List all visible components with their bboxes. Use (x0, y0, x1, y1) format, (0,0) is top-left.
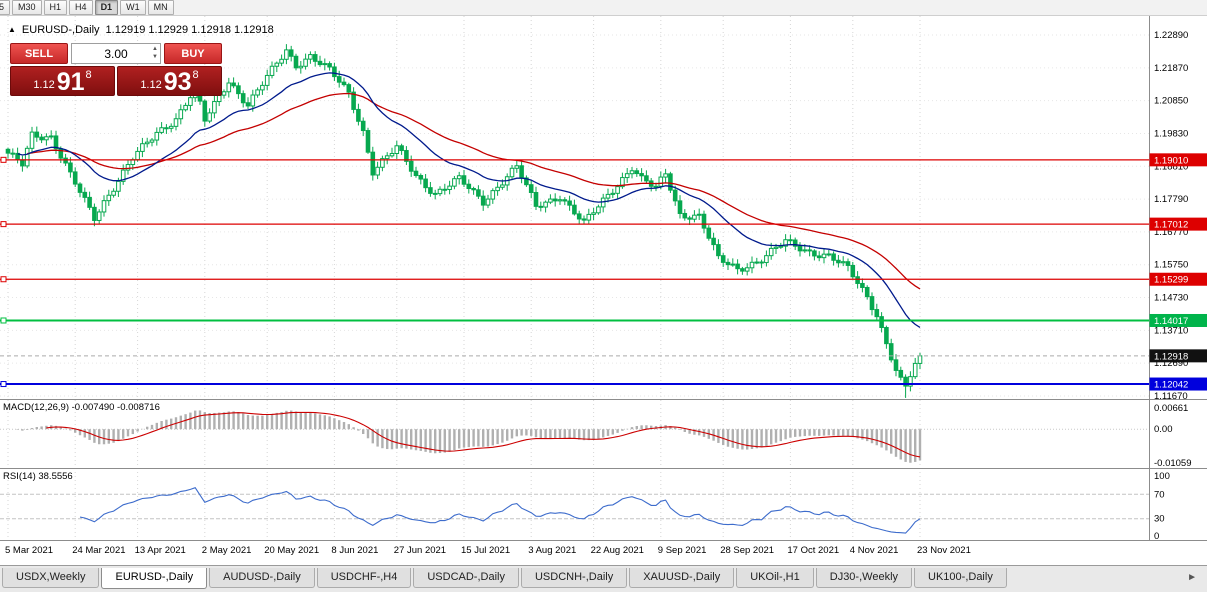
price-tag-label: 1.15299 (1154, 275, 1188, 286)
date-axis-label: 9 Sep 2021 (658, 545, 707, 556)
bid-price-big: 91 (56, 68, 85, 96)
price-axis-label: 1.21870 (1154, 63, 1188, 74)
buy-button[interactable]: BUY (164, 43, 222, 64)
bid-price-display[interactable]: 1.12 91 8 (10, 66, 115, 96)
price-tag-label: 1.17012 (1154, 220, 1188, 231)
timeframe-button-m5[interactable]: 5 (0, 0, 11, 15)
timeframe-button-m30[interactable]: M30 (12, 0, 42, 15)
macd-axis-label: -0.01059 (1154, 458, 1192, 469)
price-axis: 1.22890 1.21870 1.20850 1.19830 1.18810 1.177… (1149, 30, 1207, 542)
price-chart-canvas[interactable]: MACD(12,26,9) -0.007490 -0.008716 RSI(14)… (0, 16, 1207, 565)
chart-title-icon: ▲ (8, 25, 16, 34)
rsi-axis-label: 0 (1154, 531, 1159, 542)
price-axis-label: 1.17790 (1154, 194, 1188, 205)
volume-field[interactable]: 3.00 ▲ ▼ (71, 43, 161, 64)
date-axis-label: 4 Nov 2021 (850, 545, 899, 556)
tab-xauusd-daily[interactable]: XAUUSD-,Daily (629, 568, 735, 588)
price-axis-label: 1.12690 (1154, 358, 1188, 369)
date-axis-label: 17 Oct 2021 (787, 545, 839, 556)
tab-usdx-weekly[interactable]: USDX,Weekly (2, 568, 100, 588)
rsi-axis-label: 70 (1154, 489, 1165, 500)
chart-area: MACD(12,26,9) -0.007490 -0.008716 RSI(14)… (0, 16, 1207, 565)
price-axis-label: 1.13710 (1154, 325, 1188, 336)
rsi-pane: RSI(14) 38.5556 (0, 471, 1150, 534)
main-price-pane (0, 44, 1150, 398)
price-axis-label: 1.19830 (1154, 128, 1188, 139)
ask-price-big: 93 (163, 68, 192, 96)
timeframe-button-mn[interactable]: MN (147, 0, 174, 15)
one-click-trading-panel: SELL 3.00 ▲ ▼ BUY 1.12 91 8 1.12 (10, 43, 222, 96)
price-axis-label: 1.11670 (1154, 391, 1188, 402)
stepper-up-icon[interactable]: ▲ (152, 46, 158, 52)
ask-price-prefix: 1.12 (140, 79, 162, 91)
date-axis-label: 15 Jul 2021 (461, 545, 510, 556)
price-axis-label: 1.14730 (1154, 293, 1188, 304)
symbol-tab-bar: USDX,Weekly EURUSD-,Daily AUDUSD-,Daily … (0, 565, 1207, 592)
tab-audusd-daily[interactable]: AUDUSD-,Daily (209, 568, 315, 588)
tab-eurusd-daily[interactable]: EURUSD-,Daily (101, 568, 208, 589)
chart-title: ▲ EURUSD-,Daily 1.12919 1.12929 1.12918 … (8, 24, 274, 36)
date-axis-label: 3 Aug 2021 (528, 545, 576, 556)
ask-price-pip: 8 (192, 69, 199, 81)
rsi-panel-label: RSI(14) 38.5556 (3, 471, 73, 482)
stepper-down-icon[interactable]: ▼ (152, 54, 158, 60)
tab-usdcad-daily[interactable]: USDCAD-,Daily (413, 568, 519, 588)
date-axis: 5 Mar 2021 24 Mar 2021 13 Apr 2021 2 May 20… (5, 545, 971, 556)
volume-value: 3.00 (104, 46, 128, 61)
price-axis-label: 1.15750 (1154, 260, 1188, 271)
chart-title-quotes: 1.12919 1.12929 1.12918 1.12918 (105, 24, 274, 36)
timeframe-button-d1[interactable]: D1 (94, 0, 119, 15)
price-axis-label: 1.22890 (1154, 30, 1188, 41)
date-axis-label: 13 Apr 2021 (135, 545, 186, 556)
date-axis-label: 24 Mar 2021 (72, 545, 125, 556)
price-tag-label: 1.12042 (1154, 380, 1188, 391)
price-axis-label: 1.16770 (1154, 227, 1188, 238)
date-axis-label: 22 Aug 2021 (591, 545, 644, 556)
sell-button[interactable]: SELL (10, 43, 68, 64)
date-axis-label: 28 Sep 2021 (720, 545, 774, 556)
tab-dj30-weekly[interactable]: DJ30-,Weekly (815, 568, 913, 588)
macd-panel-label: MACD(12,26,9) -0.007490 -0.008716 (3, 402, 160, 413)
macd-axis-label: 0.00 (1154, 424, 1173, 435)
tab-ukoil-h1[interactable]: UKOil-,H1 (736, 568, 814, 588)
tab-scroll-right-icon[interactable]: ► (1187, 572, 1197, 583)
rsi-axis-label: 100 (1154, 471, 1170, 482)
price-axis-label: 1.20850 (1154, 96, 1188, 107)
price-tag-label: 1.14017 (1154, 316, 1188, 327)
horizontal-level-lines (0, 156, 1150, 388)
volume-stepper[interactable]: ▲ ▼ (152, 45, 158, 61)
rsi-axis-label: 30 (1154, 514, 1165, 525)
timeframe-toolbar: 5 M30 H1 H4 D1 W1 MN (0, 0, 1207, 16)
bid-price-prefix: 1.12 (33, 79, 55, 91)
date-axis-label: 20 May 2021 (264, 545, 319, 556)
price-axis-label: 1.18810 (1154, 161, 1188, 172)
tab-usdchf-h4[interactable]: USDCHF-,H4 (316, 568, 412, 588)
macd-axis-label: 0.00661 (1154, 403, 1188, 414)
tab-usdcnh-daily[interactable]: USDCNH-,Daily (520, 568, 628, 588)
date-axis-label: 23 Nov 2021 (917, 545, 971, 556)
price-tag-label: 1.19010 (1154, 155, 1188, 166)
chart-grid (0, 16, 1150, 540)
ask-price-display[interactable]: 1.12 93 8 (117, 66, 222, 96)
chart-title-symbol: EURUSD-,Daily (21, 24, 100, 36)
date-axis-label: 27 Jun 2021 (394, 545, 446, 556)
date-axis-label: 5 Mar 2021 (5, 545, 53, 556)
bid-price-pip: 8 (85, 69, 92, 81)
timeframe-button-w1[interactable]: W1 (120, 0, 146, 15)
date-axis-label: 8 Jun 2021 (331, 545, 378, 556)
macd-pane: MACD(12,26,9) -0.007490 -0.008716 (0, 402, 1150, 463)
tab-uk100-daily[interactable]: UK100-,Daily (914, 568, 1007, 588)
price-tag-label: 1.12918 (1154, 351, 1188, 362)
date-axis-label: 2 May 2021 (202, 545, 252, 556)
timeframe-button-h1[interactable]: H1 (43, 0, 68, 15)
pane-separators (0, 16, 1207, 541)
timeframe-button-h4[interactable]: H4 (69, 0, 93, 15)
